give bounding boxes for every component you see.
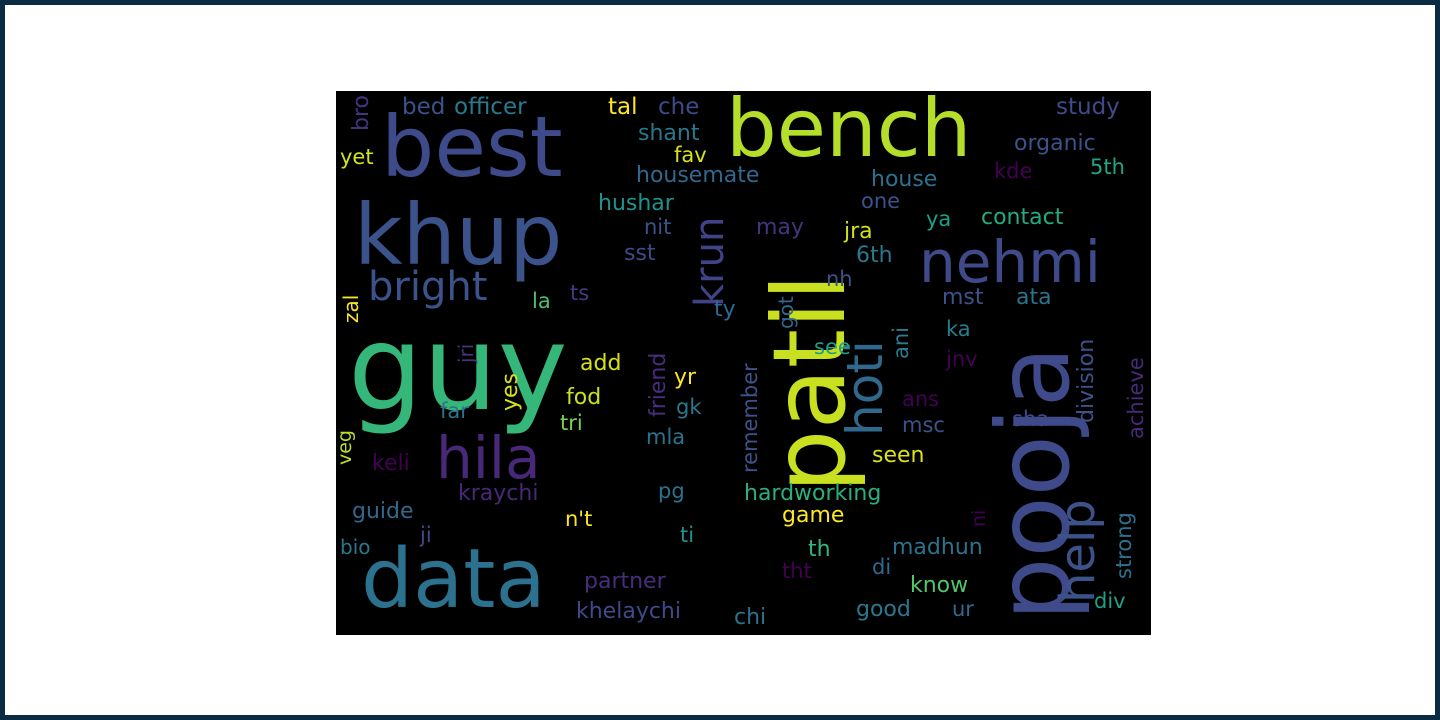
word-yet: yet <box>340 145 374 169</box>
word-zal: zal <box>339 294 363 323</box>
word-cloud: guy patil pooja best khup bench data neh… <box>336 91 1151 635</box>
word-jra: jra <box>844 219 873 244</box>
word-ni: ni <box>968 509 990 527</box>
word-yes: yes <box>498 372 523 411</box>
word-contact: contact <box>981 205 1064 230</box>
word-fod: fod <box>566 385 602 410</box>
word-strong: strong <box>1112 512 1136 579</box>
word-officer: officer <box>454 94 527 120</box>
word-far: far <box>440 399 469 423</box>
word-keli: keli <box>372 451 410 476</box>
word-bed: bed <box>402 94 446 120</box>
word-housemate: housemate <box>636 163 760 188</box>
word-jri: jri <box>454 343 478 363</box>
word-may: may <box>756 215 804 240</box>
word-khup: khup <box>354 186 563 284</box>
word-tht: tht <box>782 559 812 583</box>
word-chi: chi <box>734 605 767 630</box>
word-nh: nh <box>826 267 853 291</box>
word-tal: tal <box>608 94 638 120</box>
word-veg: veg <box>336 430 356 465</box>
word-add: add <box>580 351 622 376</box>
word-mla: mla <box>646 425 686 449</box>
word-6th: 6th <box>856 243 893 268</box>
word-hardworking: hardworking <box>744 481 882 506</box>
word-one: one <box>861 189 901 213</box>
word-remember: remember <box>738 363 762 473</box>
word-sst: sst <box>624 241 656 266</box>
word-fav: fav <box>674 143 707 167</box>
word-achieve: achieve <box>1124 357 1148 439</box>
word-ur: ur <box>952 597 974 621</box>
word-guide: guide <box>352 499 414 524</box>
word-shant: shant <box>638 121 700 146</box>
word-kraychi: kraychi <box>458 481 539 506</box>
word-guy: guy <box>348 299 568 437</box>
word-see: see <box>814 335 851 359</box>
word-house: house <box>871 167 938 192</box>
word-ji: ji <box>420 523 432 547</box>
word-ya: ya <box>926 207 952 231</box>
word-seen: seen <box>872 443 925 468</box>
word-best: best <box>381 98 563 196</box>
word-kde: kde <box>994 159 1033 183</box>
word-partner: partner <box>584 569 666 594</box>
word-help: help <box>1050 499 1106 603</box>
word-ani: ani <box>889 326 913 359</box>
word-la: la <box>532 289 551 313</box>
word-madhun: madhun <box>892 535 983 560</box>
word-hushar: hushar <box>598 191 674 216</box>
word-pg: pg <box>658 479 685 503</box>
word-good: good <box>856 597 911 622</box>
word-ka: ka <box>946 317 971 341</box>
word-bio: bio <box>340 535 371 559</box>
word-5th: 5th <box>1090 155 1125 179</box>
word-organic: organic <box>1014 131 1096 156</box>
word-hila: hila <box>436 424 541 492</box>
word-know: know <box>910 573 969 598</box>
word-nit: nit <box>644 215 672 239</box>
word-div: div <box>1094 589 1126 613</box>
word-gk: gk <box>676 395 702 419</box>
word-yr: yr <box>674 365 697 390</box>
word-ata: ata <box>1016 285 1052 310</box>
word-tri: tri <box>560 411 583 435</box>
word-bro: bro <box>349 95 374 131</box>
word-ty: ty <box>714 297 736 322</box>
word-nehmi: nehmi <box>919 228 1101 296</box>
word-ans: ans <box>902 387 940 411</box>
word-msc: msc <box>902 413 945 437</box>
word-ts: ts <box>570 281 590 305</box>
word-data: data <box>361 532 546 627</box>
word-sha: sha <box>1012 407 1050 431</box>
word-got: got <box>774 296 798 329</box>
word-jnv: jnv <box>946 347 978 371</box>
word-n-t: n't <box>565 507 593 531</box>
word-khelaychi: khelaychi <box>576 599 681 624</box>
word-che: che <box>658 94 700 120</box>
image-frame: guy patil pooja best khup bench data neh… <box>5 5 1435 715</box>
word-study: study <box>1056 94 1120 120</box>
word-game: game <box>782 503 845 528</box>
word-mst: mst <box>942 285 984 310</box>
word-ti: ti <box>680 523 695 547</box>
word-bench: bench <box>726 91 972 175</box>
word-friend: friend <box>646 352 671 417</box>
word-krun: krun <box>687 216 733 307</box>
word-di: di <box>872 555 892 579</box>
word-th: th <box>808 537 831 562</box>
word-bright: bright <box>368 264 488 310</box>
word-division: division <box>1074 338 1099 423</box>
